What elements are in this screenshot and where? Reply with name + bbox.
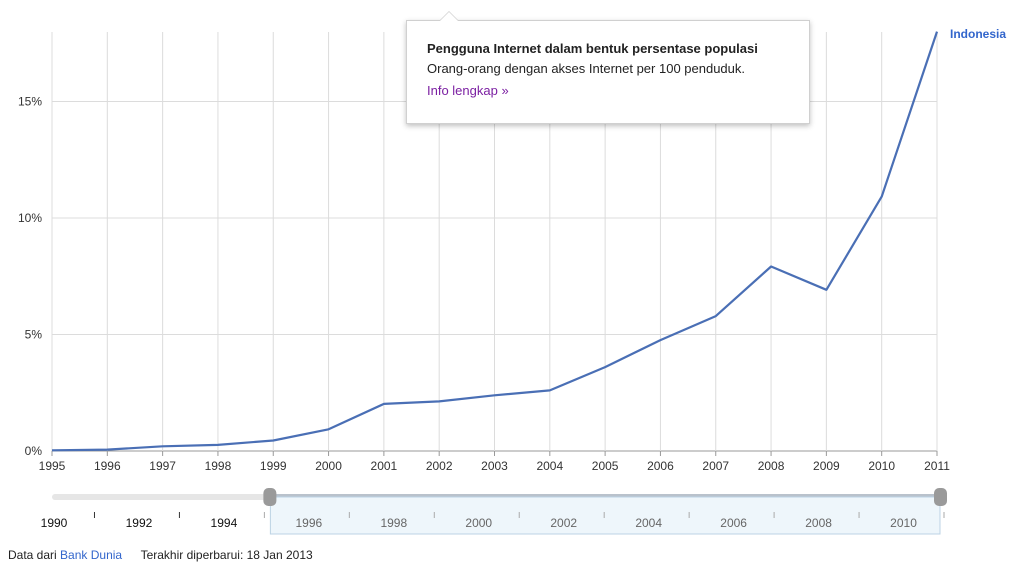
y-axis-ticks: 0% 5% 10% 15% <box>18 95 42 458</box>
data-point[interactable] <box>215 442 220 447</box>
data-point[interactable] <box>50 448 55 453</box>
x-tick-label: 2009 <box>813 459 840 473</box>
data-point[interactable] <box>105 447 110 452</box>
data-point[interactable] <box>935 29 940 34</box>
x-tick-label: 1998 <box>205 459 232 473</box>
data-point[interactable] <box>326 427 331 432</box>
x-tick-label: 2010 <box>868 459 895 473</box>
data-point[interactable] <box>381 401 386 406</box>
data-point[interactable] <box>437 399 442 404</box>
tooltip-description: Orang-orang dengan akses Internet per 10… <box>427 61 746 76</box>
x-tick-label: 1997 <box>149 459 176 473</box>
timeline-slider[interactable]: 1990 1992 1994 1996 1998 2000 2002 2004 2006 2008… <box>41 488 947 535</box>
x-tick-label: 2003 <box>481 459 508 473</box>
y-tick-label: 15% <box>18 95 42 109</box>
range-end-handle[interactable] <box>934 488 947 506</box>
data-point[interactable] <box>271 438 276 443</box>
data-point[interactable] <box>603 365 608 370</box>
data-point[interactable] <box>713 314 718 319</box>
timeline-year-label: 2008 <box>805 516 832 530</box>
x-tick-label: 1999 <box>260 459 287 473</box>
timeline-year-label: 2004 <box>635 516 662 530</box>
timeline-year-label: 1996 <box>296 516 323 530</box>
timeline-year-label: 2006 <box>720 516 747 530</box>
y-tick-label: 10% <box>18 211 42 225</box>
y-tick-label: 0% <box>25 444 43 458</box>
series-line[interactable] <box>51 31 939 452</box>
data-point[interactable] <box>769 264 774 269</box>
source-link[interactable]: Bank Dunia <box>60 548 123 562</box>
source-prefix: Data dari <box>8 548 57 562</box>
x-tick-label: 2001 <box>371 459 398 473</box>
x-tick-label: 2000 <box>315 459 342 473</box>
data-point[interactable] <box>658 338 663 343</box>
x-tick-label: 2007 <box>702 459 729 473</box>
footer: Data dari Bank Dunia Terakhir diperbarui… <box>8 548 313 562</box>
range-start-handle[interactable] <box>263 488 277 506</box>
x-tick-label: 1996 <box>94 459 121 473</box>
x-tick-label: 1995 <box>39 459 66 473</box>
timeline-year-label: 1994 <box>211 516 238 530</box>
y-tick-label: 5% <box>25 328 43 342</box>
x-axis-ticks: 1995 1996 1997 1998 1999 2000 2001 2002 2003 2004… <box>39 451 950 473</box>
timeline-year-label: 1998 <box>380 516 407 530</box>
data-point[interactable] <box>492 393 497 398</box>
timeline-year-label: 2010 <box>890 516 917 530</box>
series-layer: Indonesia <box>50 27 1006 453</box>
timeline-year-label: 1990 <box>41 516 68 530</box>
x-tick-label: 2011 <box>924 459 950 473</box>
x-tick-label: 2006 <box>647 459 674 473</box>
tooltip-pointer <box>439 11 459 21</box>
x-tick-label: 2005 <box>592 459 619 473</box>
x-tick-label: 2002 <box>426 459 453 473</box>
last-updated: Terakhir diperbarui: 18 Jan 2013 <box>140 548 313 562</box>
tooltip-title: Pengguna Internet dalam bentuk persentas… <box>427 41 758 56</box>
timeline-year-label: 2000 <box>465 516 492 530</box>
series-label[interactable]: Indonesia <box>950 27 1006 41</box>
indicator-tooltip: Pengguna Internet dalam bentuk persentas… <box>406 11 810 124</box>
data-point[interactable] <box>547 388 552 393</box>
timeline-year-label: 2002 <box>550 516 577 530</box>
info-link[interactable]: Info lengkap » <box>427 83 509 98</box>
x-tick-label: 2008 <box>758 459 785 473</box>
timeline-selected-range[interactable] <box>269 496 941 535</box>
x-tick-label: 2004 <box>536 459 563 473</box>
data-point[interactable] <box>824 287 829 292</box>
data-point[interactable] <box>879 194 884 199</box>
data-point[interactable] <box>160 444 165 449</box>
timeline-year-label: 1992 <box>126 516 153 530</box>
